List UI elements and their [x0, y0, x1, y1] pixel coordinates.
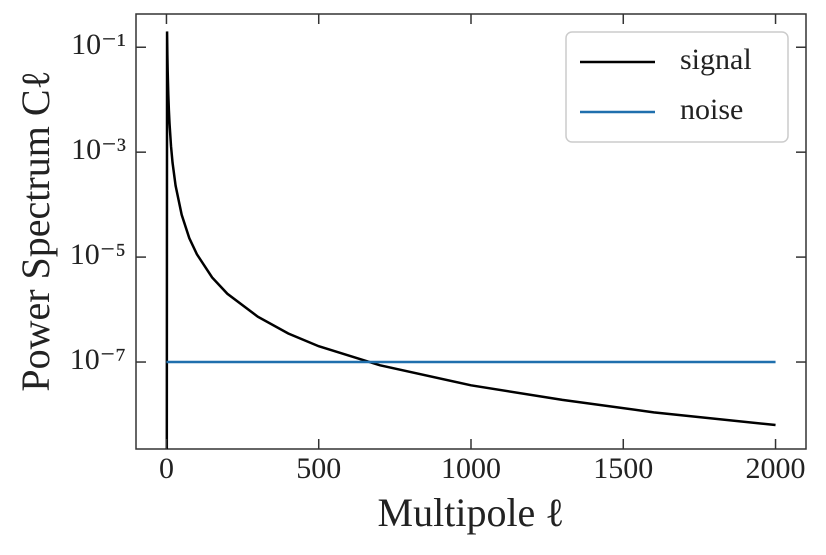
series-line	[165, 31, 776, 449]
y-tick-label: 10⁻¹	[71, 28, 126, 61]
x-tick-label: 1500	[593, 452, 653, 485]
y-tick-label: 10⁻³	[71, 133, 126, 166]
lines	[165, 31, 776, 449]
y-axis-label: Power Spectrum Cℓ	[13, 70, 58, 391]
legend-box	[565, 31, 789, 143]
y-tick-label: 10⁻⁵	[70, 238, 126, 271]
legend-label: signal	[680, 43, 752, 76]
x-tick-label: 500	[296, 452, 341, 485]
legend-label: noise	[680, 93, 743, 126]
x-tick-label: 1000	[441, 452, 501, 485]
x-tick-label: 0	[159, 452, 174, 485]
y-tick-label: 10⁻⁷	[70, 343, 126, 376]
x-tick-label: 2000	[746, 452, 806, 485]
x-axis-label: Multipole ℓ	[378, 490, 565, 535]
